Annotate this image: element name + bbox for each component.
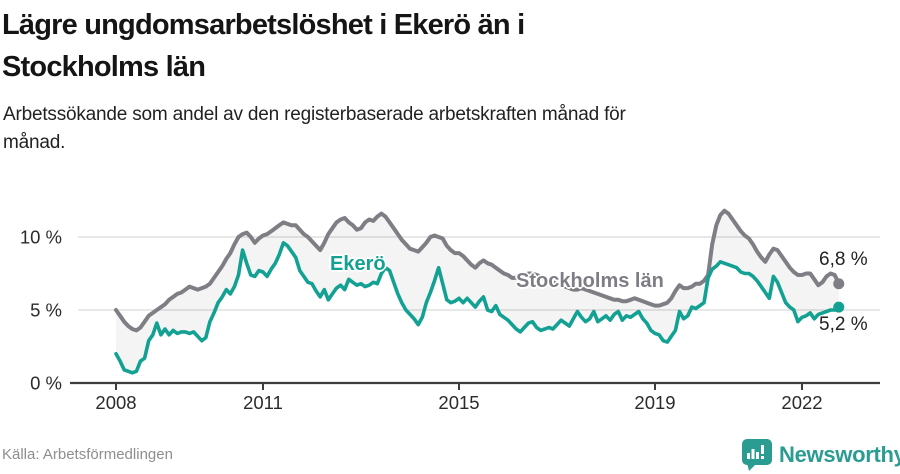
newsworthy-wordmark: Newsworthy [779,442,900,467]
newsworthy-logo[interactable]: Newsworthy [742,439,900,471]
series-label-stockholms-lan: Stockholms län [516,270,664,292]
bar-chart-badge-icon [742,439,772,471]
chart-subtitle: Arbetssökande som andel av den registerb… [3,101,843,157]
ekero-line [114,241,841,375]
end-value-label-ekero: 5,2 % [819,314,868,335]
end-value-label-stockholm: 6,8 % [819,249,868,270]
series-label-ekero: Ekerö [330,253,386,275]
chart-subtitle-line2: månad. [3,132,66,153]
x-tick-label: 2015 [438,392,479,413]
y-tick-label: 0 % [30,373,62,394]
stockholms-lan-line [114,208,841,333]
y-tick-label: 5 % [30,300,62,321]
x-tick-label: 2019 [634,392,675,413]
stockholm-end-dot [833,278,845,290]
chart-title-line2: Stockholms län [2,51,206,83]
y-tick-label: 10 % [20,227,62,248]
chart-title: Lägre ungdomsarbetslöshet i Ekerö än i S… [2,4,882,88]
chart-title-line1: Lägre ungdomsarbetslöshet i Ekerö än i [2,9,525,41]
ekero-end-dot [833,301,845,313]
chart-subtitle-line1: Arbetssökande som andel av den registerb… [3,104,626,125]
x-tick-label: 2022 [781,392,822,413]
band-fill-between-series [116,210,839,373]
x-tick-label: 2011 [243,392,283,413]
x-tick-label: 2008 [95,392,136,413]
source-credit: Källa: Arbetsförmedlingen [2,446,173,463]
